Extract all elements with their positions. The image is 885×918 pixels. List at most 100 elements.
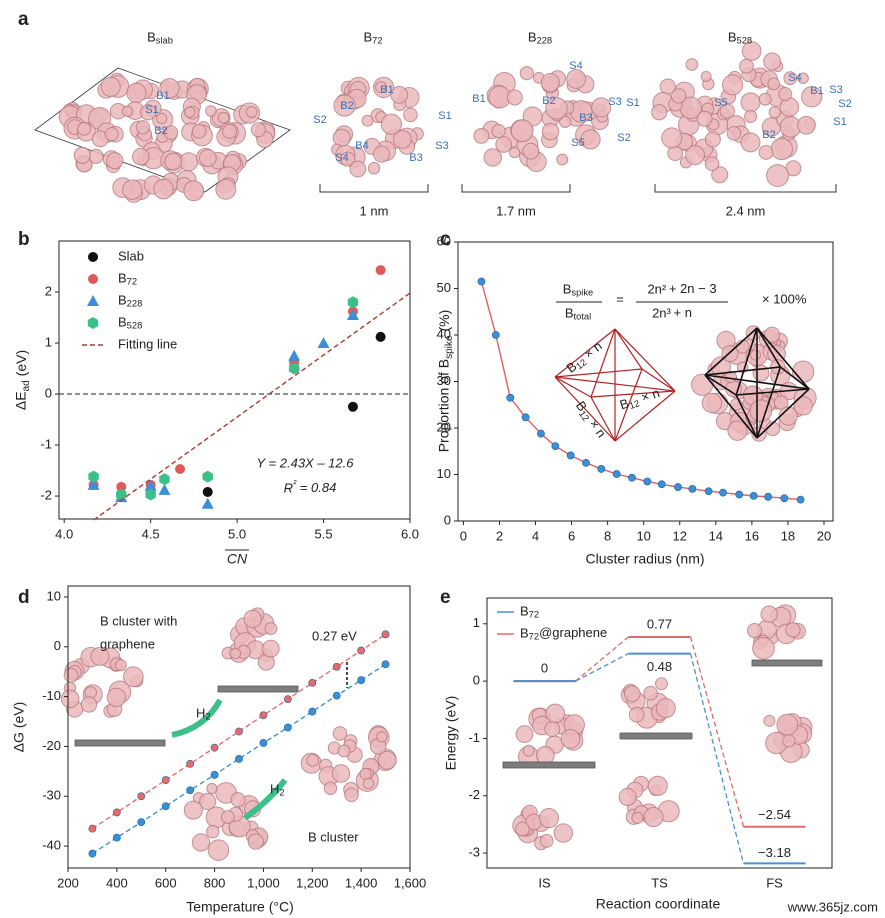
data-point (347, 401, 358, 412)
octahedron-edge (736, 388, 810, 396)
x-tick-label: 6 (568, 528, 575, 543)
value-label: 0.48 (647, 659, 672, 674)
atom-cluster (390, 85, 409, 104)
reaction-arrow (171, 698, 223, 738)
data-point (704, 487, 713, 496)
y-tick-label: 1 (473, 615, 480, 630)
atom-cluster (106, 687, 127, 708)
x-tick-label: 16 (745, 528, 759, 543)
data-point (210, 770, 219, 779)
atom-cluster (741, 41, 762, 61)
x-tick-label: 1,000 (247, 875, 280, 890)
graphene-sheet (502, 761, 596, 769)
atom-cluster (661, 127, 683, 149)
data-point (719, 488, 727, 497)
data-point (137, 792, 146, 801)
annotation: H2 (196, 705, 211, 722)
x-tick-label: 4.5 (142, 526, 160, 541)
site-label: B2 (154, 125, 167, 137)
atom-cluster (696, 110, 713, 127)
data-point (210, 743, 219, 752)
atom-cluster (106, 152, 124, 170)
legend-marker (88, 274, 98, 284)
site-label: S3 (829, 84, 842, 96)
plot-frame (486, 597, 833, 869)
script-text: 528 (127, 321, 143, 331)
value-label: 0 (541, 661, 548, 676)
site-label: B3 (579, 112, 592, 124)
script-text: slab (156, 36, 173, 46)
data-point (796, 495, 805, 504)
data-point (612, 470, 621, 478)
atom-cluster (763, 714, 776, 727)
atom-cluster (580, 129, 601, 150)
atom-cluster (473, 127, 490, 144)
script-text: ad (21, 380, 32, 391)
x-tick-label: 8 (604, 528, 611, 543)
x-tick-label: 1,600 (394, 875, 427, 890)
series-line (480, 281, 801, 501)
atom-cluster (132, 147, 150, 166)
atom-cluster (333, 94, 356, 117)
atom-cluster (655, 698, 676, 719)
script-text: spike (444, 335, 455, 359)
atom-cluster (770, 137, 793, 161)
atom-cluster (782, 734, 796, 748)
data-point (112, 833, 121, 842)
atom-cluster (740, 92, 761, 113)
text-rest: (%) (436, 310, 452, 336)
x-tick-label: 14 (709, 528, 723, 543)
data-point (506, 393, 515, 402)
atom-cluster (631, 811, 644, 824)
atom-cluster (522, 744, 535, 757)
site-label: S1 (626, 97, 639, 109)
atom-cluster (207, 839, 230, 861)
atom-cluster (752, 364, 770, 382)
script-text: spike (571, 288, 593, 298)
slab-cell (34, 67, 291, 193)
octahedron-edge (756, 388, 810, 439)
data-point (477, 277, 486, 286)
x-axis-title: Temperature (°C) (186, 899, 294, 915)
atom-cluster (243, 609, 262, 629)
y-tick-label: 0 (444, 512, 451, 527)
atom-cluster (206, 782, 218, 794)
octahedron-edge (756, 327, 810, 390)
scale-bar (461, 184, 571, 193)
text-rest: = 0.84 (296, 480, 336, 495)
atom-cluster (515, 821, 530, 837)
site-label: B2 (340, 100, 353, 112)
atom-cluster (250, 122, 266, 138)
atom-cluster (222, 123, 238, 139)
y-tick-label: 40 (437, 326, 451, 341)
atom-cluster (377, 750, 397, 770)
atom-cluster (553, 823, 574, 843)
atom-cluster (80, 696, 98, 713)
x-tick-label: 400 (106, 875, 128, 890)
atom-cluster (199, 792, 217, 811)
atom-cluster (230, 792, 246, 808)
hexagon-point (347, 296, 359, 309)
panel-label: e (440, 587, 451, 608)
annotation: B cluster with (100, 613, 177, 628)
data-point (749, 491, 758, 500)
atom-cluster (749, 399, 773, 423)
site-label: B1 (810, 85, 823, 97)
x-tick-label: 1,200 (296, 875, 329, 890)
legend-label: Fitting line (118, 336, 177, 351)
atom-cluster (506, 89, 523, 106)
graphene-sheet (217, 685, 299, 693)
site-label: S4 (788, 72, 801, 84)
atom-cluster (747, 622, 763, 639)
atom-cluster (122, 179, 143, 200)
connector (689, 653, 745, 864)
data-point (521, 413, 530, 422)
scale-bar (319, 184, 429, 193)
legend-label: B228 (118, 292, 142, 309)
atom-cluster (685, 58, 699, 71)
y-tick-label: -1 (468, 730, 480, 745)
data-point (161, 802, 170, 811)
data-point (175, 464, 186, 475)
atom-cluster (104, 127, 119, 142)
